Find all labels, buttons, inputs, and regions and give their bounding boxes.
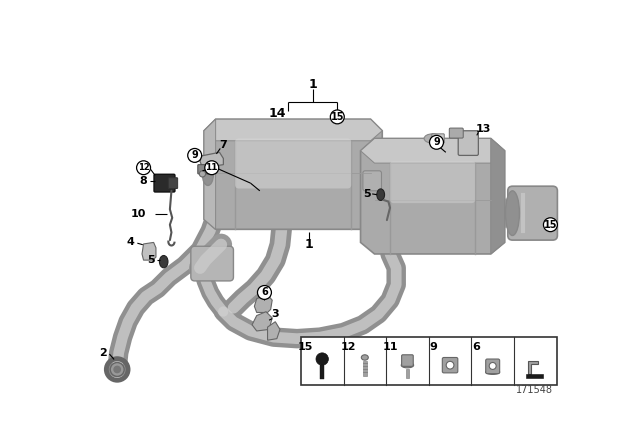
Bar: [320, 365, 324, 379]
Ellipse shape: [486, 370, 500, 375]
Bar: [363, 361, 367, 376]
Text: 6: 6: [472, 342, 480, 352]
FancyBboxPatch shape: [363, 171, 381, 191]
Ellipse shape: [506, 191, 520, 236]
Circle shape: [489, 362, 496, 370]
Text: 12: 12: [340, 342, 356, 352]
Polygon shape: [200, 152, 223, 168]
Text: 9: 9: [429, 342, 437, 352]
Polygon shape: [204, 119, 382, 229]
FancyBboxPatch shape: [191, 246, 234, 281]
Bar: [406, 369, 409, 378]
Polygon shape: [252, 312, 272, 331]
Circle shape: [257, 285, 271, 299]
Circle shape: [316, 353, 328, 365]
Text: 15: 15: [298, 342, 313, 352]
FancyBboxPatch shape: [442, 358, 458, 373]
Polygon shape: [268, 322, 280, 340]
FancyBboxPatch shape: [508, 186, 557, 240]
Polygon shape: [254, 295, 272, 313]
Text: 9: 9: [433, 137, 440, 147]
Circle shape: [199, 171, 205, 177]
Ellipse shape: [424, 134, 441, 143]
Text: 7: 7: [220, 140, 227, 150]
Text: 10: 10: [131, 209, 146, 219]
Polygon shape: [204, 119, 216, 229]
Circle shape: [543, 218, 557, 232]
Circle shape: [330, 110, 344, 124]
Ellipse shape: [202, 164, 213, 185]
Circle shape: [429, 135, 444, 149]
Polygon shape: [491, 138, 505, 254]
Text: 14: 14: [269, 108, 286, 121]
Ellipse shape: [362, 355, 368, 360]
Polygon shape: [142, 242, 156, 260]
Bar: [301, 337, 557, 385]
FancyBboxPatch shape: [198, 165, 210, 174]
Text: 1: 1: [308, 78, 317, 91]
Polygon shape: [360, 138, 505, 163]
FancyBboxPatch shape: [168, 178, 178, 189]
Text: 171548: 171548: [516, 385, 553, 395]
FancyBboxPatch shape: [402, 355, 413, 366]
Circle shape: [113, 366, 121, 373]
FancyBboxPatch shape: [449, 128, 463, 138]
Polygon shape: [204, 119, 382, 141]
Text: 8: 8: [140, 176, 147, 186]
FancyBboxPatch shape: [486, 359, 500, 374]
FancyBboxPatch shape: [499, 198, 517, 228]
Text: 13: 13: [476, 124, 491, 134]
Circle shape: [188, 148, 202, 162]
Text: 5: 5: [147, 255, 155, 265]
FancyBboxPatch shape: [432, 134, 444, 143]
Ellipse shape: [377, 189, 385, 200]
Text: 15: 15: [543, 220, 557, 230]
Text: 9: 9: [191, 151, 198, 160]
Circle shape: [110, 362, 124, 376]
Text: 6: 6: [261, 288, 268, 297]
Bar: [526, 375, 543, 378]
Text: 11: 11: [205, 163, 218, 172]
Circle shape: [136, 161, 150, 175]
FancyBboxPatch shape: [235, 138, 351, 189]
Polygon shape: [360, 138, 505, 254]
FancyBboxPatch shape: [458, 131, 478, 155]
Circle shape: [205, 161, 219, 175]
Ellipse shape: [401, 362, 413, 368]
Ellipse shape: [159, 255, 168, 268]
Text: 1: 1: [304, 238, 313, 251]
Text: 5: 5: [363, 189, 371, 199]
Circle shape: [446, 362, 454, 369]
Text: 15: 15: [330, 112, 344, 122]
Polygon shape: [527, 361, 538, 375]
Text: 11: 11: [383, 342, 399, 352]
FancyBboxPatch shape: [154, 174, 175, 192]
Text: 2: 2: [99, 348, 107, 358]
Text: 4: 4: [127, 237, 134, 247]
Text: 3: 3: [271, 309, 279, 319]
Text: 12: 12: [138, 163, 149, 172]
FancyBboxPatch shape: [390, 161, 476, 203]
